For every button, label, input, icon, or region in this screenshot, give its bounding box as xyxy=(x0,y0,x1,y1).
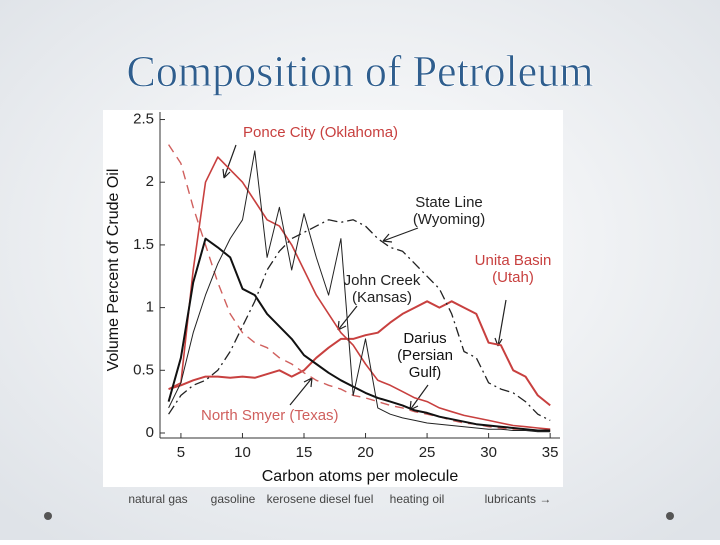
y-tick-label: 1.5 xyxy=(133,236,154,253)
series-label: Unita Basin xyxy=(475,252,552,269)
x-tick-label: 25 xyxy=(419,444,436,461)
footer-label: gasoline xyxy=(211,492,256,506)
y-tick-label: 2 xyxy=(146,173,154,190)
series-label: Darius xyxy=(403,330,446,347)
series-label: John Creek xyxy=(344,272,421,289)
x-axis-label: Carbon atoms per molecule xyxy=(262,468,459,485)
slide-title: Composition of Petroleum xyxy=(127,47,594,96)
y-tick-label: 0 xyxy=(146,424,154,441)
series-label: (Wyoming) xyxy=(413,211,485,228)
footer-label: lubricants → xyxy=(485,492,552,506)
series-label: (Persian xyxy=(397,347,453,364)
decor-dot xyxy=(666,512,674,520)
series-line xyxy=(168,150,551,433)
series-line xyxy=(167,237,551,432)
y-axis-label: Volume Percent of Crude Oil xyxy=(105,169,122,372)
series-line xyxy=(168,156,551,430)
series-label: (Kansas) xyxy=(352,289,412,306)
decor-dot xyxy=(44,512,52,520)
x-tick-label: 5 xyxy=(177,444,185,461)
series-label: North Smyer (Texas) xyxy=(201,407,339,424)
series-line xyxy=(168,219,551,421)
series-label: (Utah) xyxy=(492,269,534,286)
arrow xyxy=(382,227,419,243)
y-tick-label: 2.5 xyxy=(133,110,154,127)
x-tick-label: 15 xyxy=(296,444,313,461)
y-tick-label: 0.5 xyxy=(133,361,154,378)
arrow xyxy=(222,144,237,179)
series-label: State Line xyxy=(415,194,483,211)
x-tick-label: 35 xyxy=(542,444,559,461)
series-label: Gulf) xyxy=(409,364,442,381)
x-tick-label: 10 xyxy=(234,444,251,461)
footer-label: natural gas xyxy=(128,492,187,506)
x-tick-label: 30 xyxy=(480,444,497,461)
y-tick-label: 1 xyxy=(146,299,154,316)
series-line xyxy=(168,300,551,407)
x-tick-label: 20 xyxy=(357,444,374,461)
arrow xyxy=(289,377,313,406)
series-label: Ponce City (Oklahoma) xyxy=(243,124,398,141)
footer-label: heating oil xyxy=(390,492,445,506)
chart-background xyxy=(103,110,563,487)
footer-label: kerosene diesel fuel xyxy=(267,492,374,506)
